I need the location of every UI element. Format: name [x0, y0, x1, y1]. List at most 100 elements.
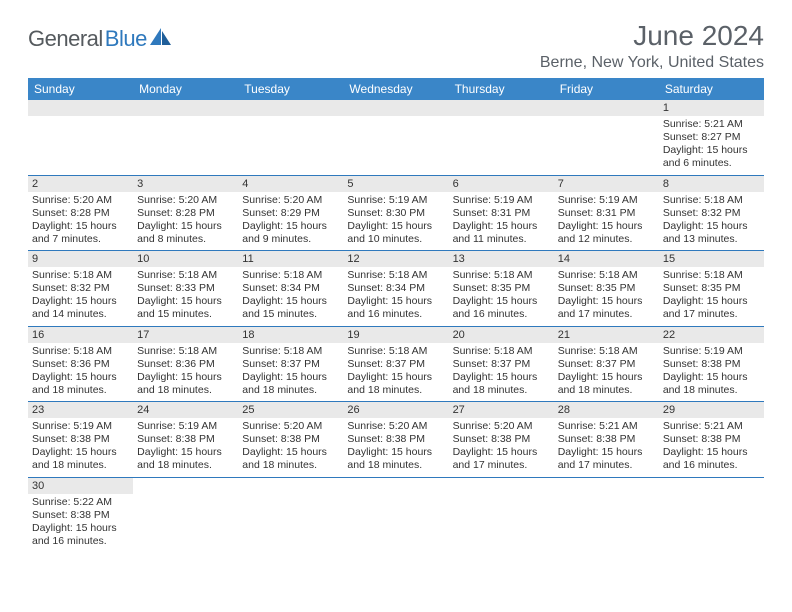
calendar-day-cell: 21Sunrise: 5:18 AMSunset: 8:37 PMDayligh… [554, 326, 659, 402]
daylight-text-2: and 17 minutes. [558, 459, 655, 472]
sunset-text: Sunset: 8:28 PM [32, 207, 129, 220]
daylight-text-1: Daylight: 15 hours [242, 295, 339, 308]
day-details: Sunrise: 5:18 AMSunset: 8:35 PMDaylight:… [659, 269, 764, 326]
sunset-text: Sunset: 8:29 PM [242, 207, 339, 220]
day-number: 24 [133, 402, 238, 418]
calendar-empty-cell [449, 477, 554, 552]
day-number: 7 [554, 176, 659, 192]
sunrise-text: Sunrise: 5:21 AM [663, 420, 760, 433]
day-number: 14 [554, 251, 659, 267]
daylight-text-1: Daylight: 15 hours [347, 371, 444, 384]
day-number: 21 [554, 327, 659, 343]
day-details: Sunrise: 5:20 AMSunset: 8:38 PMDaylight:… [449, 420, 554, 477]
day-details: Sunrise: 5:18 AMSunset: 8:37 PMDaylight:… [449, 345, 554, 402]
sunrise-text: Sunrise: 5:19 AM [453, 194, 550, 207]
calendar-day-cell: 9Sunrise: 5:18 AMSunset: 8:32 PMDaylight… [28, 251, 133, 327]
sunrise-text: Sunrise: 5:18 AM [453, 345, 550, 358]
daylight-text-2: and 6 minutes. [663, 157, 760, 170]
daylight-text-2: and 16 minutes. [663, 459, 760, 472]
sunrise-text: Sunrise: 5:20 AM [347, 420, 444, 433]
weekday-header-row: Sunday Monday Tuesday Wednesday Thursday… [28, 78, 764, 100]
sunrise-text: Sunrise: 5:18 AM [558, 269, 655, 282]
sunset-text: Sunset: 8:36 PM [137, 358, 234, 371]
calendar-day-cell: 12Sunrise: 5:18 AMSunset: 8:34 PMDayligh… [343, 251, 448, 327]
daylight-text-1: Daylight: 15 hours [663, 220, 760, 233]
daylight-text-2: and 9 minutes. [242, 233, 339, 246]
weekday-header: Thursday [449, 78, 554, 100]
day-number: 16 [28, 327, 133, 343]
day-details: Sunrise: 5:20 AMSunset: 8:28 PMDaylight:… [133, 194, 238, 251]
calendar-day-cell: 29Sunrise: 5:21 AMSunset: 8:38 PMDayligh… [659, 402, 764, 478]
day-number: 15 [659, 251, 764, 267]
calendar-empty-cell [343, 100, 448, 175]
calendar-day-cell: 25 Sunrise: 5:20 AMSunset: 8:38 PMDayligh… [238, 402, 343, 478]
sunrise-text: Sunrise: 5:18 AM [242, 345, 339, 358]
daylight-text-2: and 18 minutes. [137, 459, 234, 472]
daylight-text-1: Daylight: 15 hours [453, 371, 550, 384]
sunrise-text: Sunrise: 5:21 AM [558, 420, 655, 433]
day-number-bar [133, 100, 238, 116]
sunset-text: Sunset: 8:34 PM [242, 282, 339, 295]
calendar-day-cell: 1Sunrise: 5:21 AMSunset: 8:27 PMDaylight… [659, 100, 764, 175]
day-number-bar [343, 100, 448, 116]
daylight-text-1: Daylight: 15 hours [137, 295, 234, 308]
sunset-text: Sunset: 8:37 PM [242, 358, 339, 371]
daylight-text-2: and 16 minutes. [32, 535, 129, 548]
day-details: Sunrise: 5:18 AMSunset: 8:34 PMDaylight:… [343, 269, 448, 326]
daylight-text-1: Daylight: 15 hours [137, 446, 234, 459]
sunrise-text: Sunrise: 5:19 AM [32, 420, 129, 433]
day-details: Sunrise: 5:18 AMSunset: 8:32 PMDaylight:… [28, 269, 133, 326]
sunrise-text: Sunrise: 5:18 AM [137, 345, 234, 358]
calendar-day-cell: 17Sunrise: 5:18 AMSunset: 8:36 PMDayligh… [133, 326, 238, 402]
daylight-text-2: and 10 minutes. [347, 233, 444, 246]
day-details: Sunrise: 5:21 AMSunset: 8:27 PMDaylight:… [659, 118, 764, 175]
calendar-day-cell: 24 Sunrise: 5:19 AMSunset: 8:38 PMDayligh… [133, 402, 238, 478]
sunrise-text: Sunrise: 5:18 AM [347, 345, 444, 358]
sunrise-text: Sunrise: 5:20 AM [453, 420, 550, 433]
sunrise-text: Sunrise: 5:18 AM [663, 269, 760, 282]
day-number: 25 [238, 402, 343, 418]
calendar-day-cell: 20Sunrise: 5:18 AMSunset: 8:37 PMDayligh… [449, 326, 554, 402]
daylight-text-2: and 18 minutes. [453, 384, 550, 397]
weekday-header: Friday [554, 78, 659, 100]
day-number: 27 [449, 402, 554, 418]
day-details: Sunrise: 5:18 AMSunset: 8:35 PMDaylight:… [449, 269, 554, 326]
sunrise-text: Sunrise: 5:18 AM [137, 269, 234, 282]
day-number: 5 [343, 176, 448, 192]
sunrise-text: Sunrise: 5:19 AM [558, 194, 655, 207]
day-details: Sunrise: 5:22 AMSunset: 8:38 PMDaylight:… [28, 496, 133, 553]
day-number-bar [238, 100, 343, 116]
daylight-text-2: and 18 minutes. [347, 384, 444, 397]
sunrise-text: Sunrise: 5:18 AM [558, 345, 655, 358]
calendar-empty-cell [238, 477, 343, 552]
daylight-text-1: Daylight: 15 hours [242, 371, 339, 384]
daylight-text-2: and 11 minutes. [453, 233, 550, 246]
daylight-text-1: Daylight: 15 hours [453, 220, 550, 233]
calendar-day-cell: 27 Sunrise: 5:20 AMSunset: 8:38 PMDayligh… [449, 402, 554, 478]
day-details: Sunrise: 5:19 AMSunset: 8:38 PMDaylight:… [133, 420, 238, 477]
daylight-text-1: Daylight: 15 hours [137, 371, 234, 384]
weekday-header: Tuesday [238, 78, 343, 100]
sunset-text: Sunset: 8:31 PM [453, 207, 550, 220]
daylight-text-1: Daylight: 15 hours [663, 144, 760, 157]
day-number: 11 [238, 251, 343, 267]
daylight-text-1: Daylight: 15 hours [347, 446, 444, 459]
calendar-empty-cell [28, 100, 133, 175]
sunrise-text: Sunrise: 5:20 AM [242, 194, 339, 207]
day-details: Sunrise: 5:19 AMSunset: 8:38 PMDaylight:… [28, 420, 133, 477]
daylight-text-1: Daylight: 15 hours [32, 220, 129, 233]
day-number: 10 [133, 251, 238, 267]
sunset-text: Sunset: 8:38 PM [32, 509, 129, 522]
daylight-text-1: Daylight: 15 hours [32, 371, 129, 384]
daylight-text-1: Daylight: 15 hours [347, 295, 444, 308]
calendar-day-cell: 5Sunrise: 5:19 AMSunset: 8:30 PMDaylight… [343, 175, 448, 251]
calendar-week-row: 30Sunrise: 5:22 AMSunset: 8:38 PMDayligh… [28, 477, 764, 552]
daylight-text-2: and 18 minutes. [242, 459, 339, 472]
calendar-week-row: 9Sunrise: 5:18 AMSunset: 8:32 PMDaylight… [28, 251, 764, 327]
day-details: Sunrise: 5:20 AMSunset: 8:38 PMDaylight:… [238, 420, 343, 477]
calendar-day-cell: 23Sunrise: 5:19 AMSunset: 8:38 PMDayligh… [28, 402, 133, 478]
calendar-empty-cell [554, 100, 659, 175]
day-number: 13 [449, 251, 554, 267]
sunset-text: Sunset: 8:37 PM [453, 358, 550, 371]
daylight-text-2: and 13 minutes. [663, 233, 760, 246]
